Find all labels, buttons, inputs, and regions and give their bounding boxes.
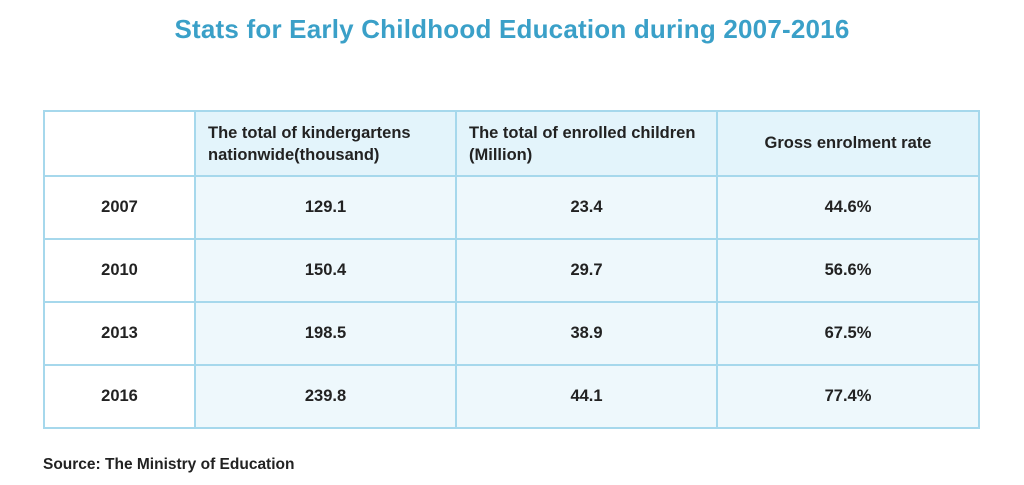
source-note: Source: The Ministry of Education	[43, 456, 295, 473]
header-row: The total of kindergartens nationwide(th…	[43, 110, 980, 177]
year-cell: 2016	[43, 364, 196, 429]
kindergartens-cell: 150.4	[194, 238, 457, 303]
enrolled-children-cell: 38.9	[455, 301, 718, 366]
gross-enrolment-rate-cell: 77.4%	[716, 364, 980, 429]
enrolled-children-cell: 23.4	[455, 175, 718, 240]
gross-enrolment-rate-cell: 44.6%	[716, 175, 980, 240]
year-cell: 2013	[43, 301, 196, 366]
table-row: 2016 239.8 44.1 77.4%	[43, 364, 980, 429]
table-row: 2013 198.5 38.9 67.5%	[43, 301, 980, 366]
year-cell: 2010	[43, 238, 196, 303]
header-kindergartens: The total of kindergartens nationwide(th…	[194, 110, 457, 177]
table-row: 2007 129.1 23.4 44.6%	[43, 175, 980, 240]
table-row: 2010 150.4 29.7 56.6%	[43, 238, 980, 303]
year-cell: 2007	[43, 175, 196, 240]
enrolled-children-cell: 29.7	[455, 238, 718, 303]
stats-table: The total of kindergartens nationwide(th…	[43, 110, 980, 429]
header-enrolled-children: The total of enrolled children (Million)	[455, 110, 718, 177]
chart-title: Stats for Early Childhood Education duri…	[174, 14, 850, 44]
header-corner-cell	[43, 110, 196, 177]
gross-enrolment-rate-cell: 67.5%	[716, 301, 980, 366]
gross-enrolment-rate-cell: 56.6%	[716, 238, 980, 303]
kindergartens-cell: 198.5	[194, 301, 457, 366]
kindergartens-cell: 239.8	[194, 364, 457, 429]
header-gross-enrolment-rate: Gross enrolment rate	[716, 110, 980, 177]
enrolled-children-cell: 44.1	[455, 364, 718, 429]
kindergartens-cell: 129.1	[194, 175, 457, 240]
